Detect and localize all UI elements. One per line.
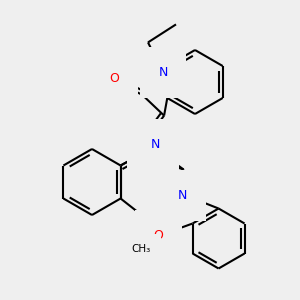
Text: O: O bbox=[130, 252, 140, 265]
Text: N: N bbox=[158, 66, 168, 79]
Text: N: N bbox=[178, 189, 187, 202]
Text: N: N bbox=[151, 138, 160, 151]
Text: O: O bbox=[109, 72, 119, 85]
Text: O: O bbox=[154, 229, 164, 242]
Text: CH₃: CH₃ bbox=[131, 244, 150, 254]
Text: H: H bbox=[144, 153, 152, 163]
